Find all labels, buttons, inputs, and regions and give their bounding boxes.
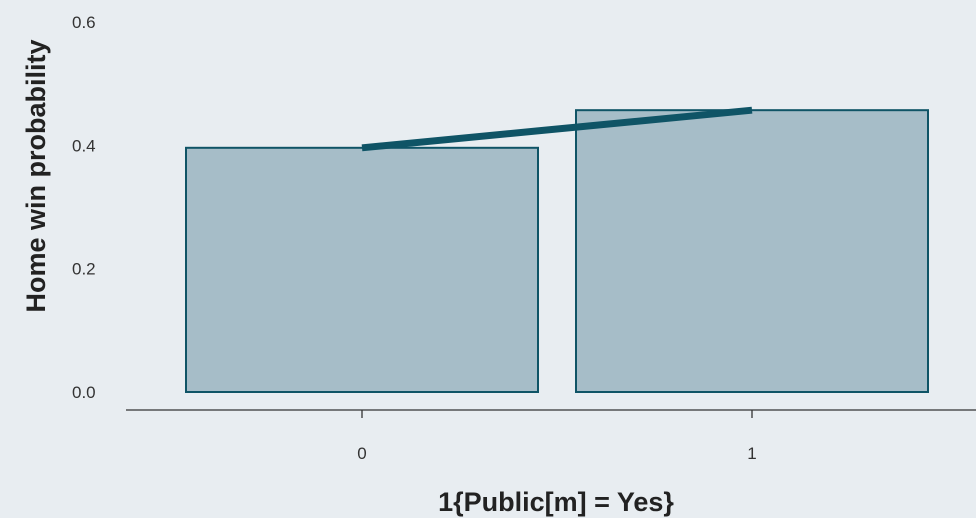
bars [185, 109, 929, 394]
x-tick-label-1: 1 [747, 444, 756, 463]
bar-1 [575, 109, 929, 394]
x-tick-label-0: 0 [357, 444, 366, 463]
y-tick-label-2: 0.4 [72, 136, 96, 155]
y-axis-ticks: 0.0 0.2 0.4 0.6 [72, 13, 96, 402]
y-tick-label-3: 0.6 [72, 13, 96, 32]
trend-line [361, 106, 753, 152]
bar-0 [185, 146, 539, 393]
y-axis-title: Home win probability [21, 39, 51, 312]
y-tick-label-1: 0.2 [72, 260, 96, 279]
x-axis-title: 1{Public[m] = Yes} [438, 487, 674, 517]
trend-line-layer [361, 106, 753, 152]
y-tick-label-0: 0.0 [72, 383, 96, 402]
